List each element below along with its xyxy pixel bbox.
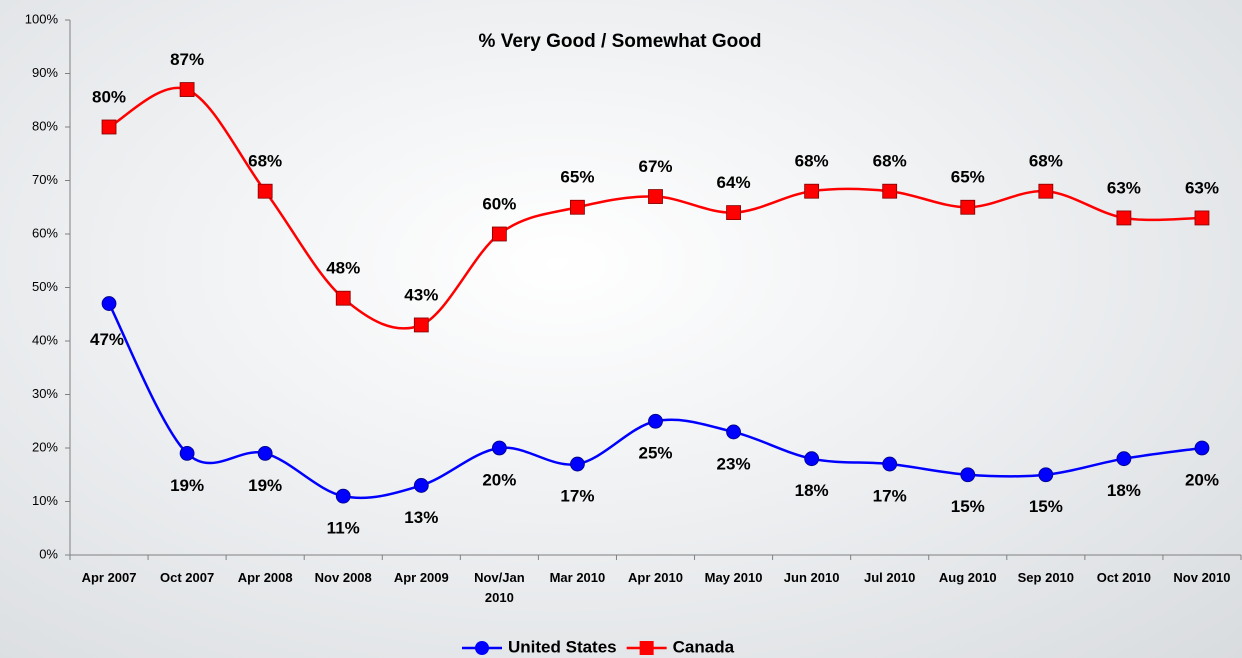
legend-label: United States [508,637,617,656]
data-label: 17% [560,487,594,506]
x-tick-label: Jul 2010 [864,570,916,585]
marker [1194,440,1210,456]
x-tick-label: Nov 2008 [314,570,372,585]
y-tick-label: 90% [32,65,58,80]
y-tick-label: 50% [32,279,58,294]
data-label: 65% [560,168,594,187]
data-label: 20% [482,470,516,489]
y-tick-label: 30% [32,386,58,401]
x-tick-label: Nov/Jan 2010 [474,570,525,605]
data-label: 80% [92,87,126,106]
x-tick-label: Mar 2010 [549,570,606,585]
marker [648,189,663,204]
y-tick-label: 60% [32,225,58,240]
x-tick-label: Oct 2010 [1096,570,1151,585]
data-label: 18% [1107,481,1141,500]
y-tick-label: 10% [32,493,58,508]
data-label: 15% [951,497,985,516]
marker [570,199,585,215]
x-tick-label: Aug 2010 [938,570,997,585]
data-label: 68% [795,152,829,171]
marker [1038,467,1054,483]
marker [257,183,273,199]
marker [179,445,195,461]
data-label: 68% [873,152,907,171]
marker [804,451,820,467]
data-label: 63% [1185,178,1219,197]
marker [101,119,117,135]
data-label: 60% [482,194,516,213]
marker [804,183,820,199]
y-tick-label: 100% [25,11,59,26]
y-tick-label: 70% [32,172,58,187]
data-label: 15% [1029,497,1063,516]
data-label: 65% [951,168,985,187]
x-tick-label: Apr 2009 [393,570,449,585]
legend-marker [475,641,489,655]
marker [882,456,898,472]
data-label: 25% [638,444,672,463]
x-tick-label: Oct 2007 [159,570,215,585]
data-label: 47% [90,330,124,349]
series-line [107,302,1203,500]
data-label: 43% [404,285,438,304]
x-tick-label: Nov 2010 [1173,570,1231,585]
data-label: 13% [404,508,438,527]
marker [570,456,585,472]
x-tick-label: Sep 2010 [1017,570,1075,585]
marker [1116,451,1132,467]
marker [413,478,429,493]
data-label: 63% [1107,178,1141,197]
marker [257,445,273,461]
legend-label: Canada [673,637,735,656]
x-tick-label: Apr 2008 [237,570,293,585]
marker [960,199,976,215]
data-label: 11% [327,519,360,538]
marker [726,205,741,221]
marker [491,226,507,242]
marker [413,317,429,333]
marker [179,82,195,97]
y-tick-label: 80% [32,118,58,133]
x-tick-label: Apr 2007 [81,570,137,585]
data-label: 64% [717,173,751,192]
x-tick-label: Jun 2010 [783,570,840,585]
marker [882,183,898,199]
data-label: 48% [326,259,360,278]
series-line [108,86,1202,330]
chart-title: % Very Good / Somewhat Good [479,31,762,52]
marker [1194,210,1210,226]
marker [648,413,663,429]
data-label: 23% [717,454,751,473]
marker [335,290,351,306]
data-label: 68% [1029,152,1063,171]
y-tick-label: 40% [32,332,58,347]
data-label: 18% [795,481,829,500]
marker [1116,210,1132,226]
marker [1038,183,1054,199]
marker [960,467,976,483]
data-label: 20% [1185,470,1219,489]
data-label: 19% [170,476,204,495]
y-tick-label: 20% [32,439,58,454]
legend-marker [639,641,654,655]
data-label: 87% [170,50,204,69]
marker [726,424,741,440]
y-tick-label: 0% [39,546,58,561]
marker [335,488,351,504]
data-label: 67% [638,157,672,176]
data-label: 19% [248,476,282,495]
x-tick-label: May 2010 [704,570,763,585]
marker [491,440,507,456]
data-label: 68% [248,152,282,171]
marker [101,296,117,311]
x-tick-label: Apr 2010 [628,570,683,585]
data-label: 17% [873,487,907,506]
